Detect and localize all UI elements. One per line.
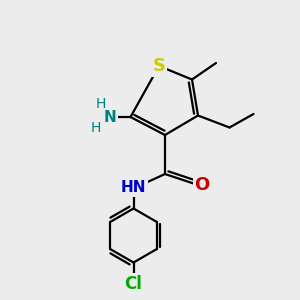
- Text: H: H: [95, 97, 106, 110]
- Text: O: O: [194, 176, 209, 194]
- Text: H: H: [91, 121, 101, 134]
- Text: S: S: [152, 57, 166, 75]
- Text: Cl: Cl: [124, 275, 142, 293]
- Text: HN: HN: [121, 180, 146, 195]
- Text: N: N: [103, 110, 116, 124]
